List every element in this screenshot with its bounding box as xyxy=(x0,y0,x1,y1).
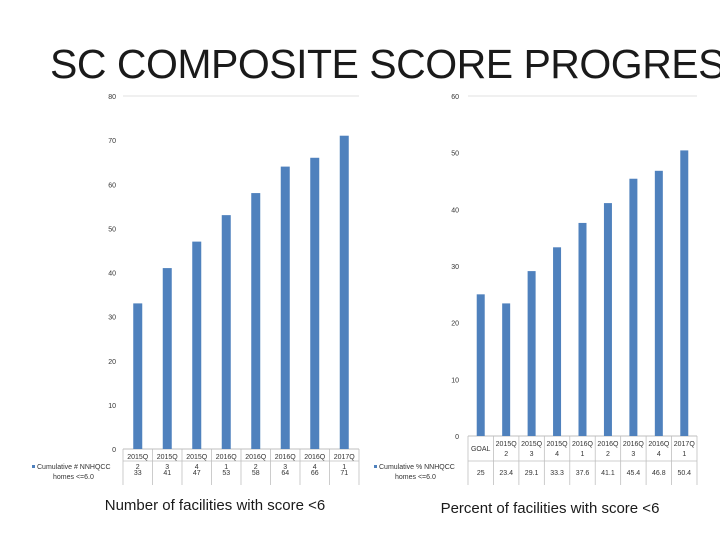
right-category-label-quarter: 1 xyxy=(682,451,686,458)
left-category-label-year: 2015Q xyxy=(186,454,208,461)
right-series-name-line2: homes <=6.0 xyxy=(395,474,436,481)
right-bar xyxy=(527,271,536,436)
right-category-label-quarter: 1 xyxy=(581,451,585,458)
right-y-tick-label: 0 xyxy=(455,434,459,441)
right-category-label-year: 2016Q xyxy=(623,441,645,448)
right-bar xyxy=(629,178,638,436)
right-category-label-quarter: 4 xyxy=(555,451,559,458)
left-category-label-quarter: 2 xyxy=(254,464,258,471)
right-category-label: GOAL xyxy=(471,446,491,453)
left-bar xyxy=(133,303,143,449)
right-data-table-value: 33.3 xyxy=(550,470,564,477)
left-bar xyxy=(339,135,349,449)
left-bar xyxy=(192,241,202,449)
left-y-tick-label: 80 xyxy=(108,94,116,101)
left-category-label-year: 2016Q xyxy=(275,454,297,461)
right-bar xyxy=(680,150,689,436)
left-category-label-quarter: 2 xyxy=(136,464,140,471)
left-category-label-quarter: 3 xyxy=(165,464,169,471)
left-bar xyxy=(221,215,231,449)
left-legend-key xyxy=(32,465,35,468)
right-bar xyxy=(502,303,511,436)
right-legend-key xyxy=(374,465,377,468)
right-category-label-quarter: 2 xyxy=(606,451,610,458)
right-data-table-value: 41.1 xyxy=(601,470,615,477)
right-category-label-quarter: 3 xyxy=(530,451,534,458)
left-category-label-year: 2015Q xyxy=(157,454,179,461)
left-y-tick-label: 50 xyxy=(108,226,116,233)
right-data-table-value: 45.4 xyxy=(627,470,641,477)
right-bar xyxy=(553,247,562,436)
left-data-table-value: 58 xyxy=(252,470,260,477)
slide-title: SC COMPOSITE SCORE PROGRESS xyxy=(50,41,720,87)
right-data-table-value: 25 xyxy=(477,470,485,477)
left-category-label-year: 2016Q xyxy=(245,454,267,461)
right-category-label-quarter: 2 xyxy=(504,451,508,458)
left-category-label-year: 2016Q xyxy=(216,454,238,461)
right-y-tick-label: 60 xyxy=(451,94,459,101)
left-data-table-value: 53 xyxy=(222,470,230,477)
left-data-table-value: 33 xyxy=(134,470,142,477)
right-data-table-value: 29.1 xyxy=(525,470,539,477)
right-series-name-line1: Cumulative % NNHQCC xyxy=(379,464,455,471)
left-series-name-line1: Cumulative # NNHQCC xyxy=(37,464,111,471)
right-chart-caption: Percent of facilities with score <6 xyxy=(440,500,660,517)
right-data-table-value: 37.6 xyxy=(576,470,590,477)
left-bar xyxy=(280,166,290,449)
left-chart-caption: Number of facilities with score <6 xyxy=(104,497,326,514)
left-category-label-quarter: 4 xyxy=(313,464,317,471)
right-y-tick-label: 50 xyxy=(451,151,459,158)
left-category-label-year: 2016Q xyxy=(304,454,326,461)
left-y-tick-label: 0 xyxy=(112,447,116,454)
left-y-tick-label: 70 xyxy=(108,138,116,145)
left-y-tick-label: 40 xyxy=(108,271,116,278)
left-y-tick-label: 30 xyxy=(108,315,116,322)
left-y-tick-label: 20 xyxy=(108,359,116,366)
left-category-label-quarter: 1 xyxy=(342,464,346,471)
left-category-label-quarter: 3 xyxy=(283,464,287,471)
right-category-label-year: 2015Q xyxy=(547,441,569,448)
right-y-tick-label: 20 xyxy=(451,321,459,328)
right-category-label-year: 2016Q xyxy=(572,441,594,448)
left-y-tick-label: 10 xyxy=(108,403,116,410)
left-category-label-year: 2017Q xyxy=(334,454,356,461)
right-bar xyxy=(654,170,663,437)
right-y-tick-label: 10 xyxy=(451,377,459,384)
left-data-table-value: 66 xyxy=(311,470,319,477)
right-category-label-year: 2016Q xyxy=(597,441,619,448)
left-bar xyxy=(162,268,172,449)
left-data-table-value: 41 xyxy=(163,470,171,477)
right-category-label-year: 2016Q xyxy=(648,441,670,448)
left-y-tick-label: 60 xyxy=(108,182,116,189)
right-y-tick-label: 30 xyxy=(451,264,459,271)
left-data-table-value: 71 xyxy=(340,470,348,477)
left-series-name-line2: homes <=6.0 xyxy=(53,474,94,481)
left-data-table-value: 47 xyxy=(193,470,201,477)
right-category-label-quarter: 3 xyxy=(631,451,635,458)
right-data-table-value: 46.8 xyxy=(652,470,666,477)
left-category-label-quarter: 4 xyxy=(195,464,199,471)
left-category-label-quarter: 1 xyxy=(224,464,228,471)
right-bar xyxy=(603,203,612,436)
right-category-label-quarter: 4 xyxy=(657,451,661,458)
left-data-table-value: 64 xyxy=(281,470,289,477)
right-y-tick-label: 40 xyxy=(451,207,459,214)
right-data-table-value: 23.4 xyxy=(499,470,513,477)
right-category-label-year: 2017Q xyxy=(674,441,696,448)
right-category-label-year: 2015Q xyxy=(496,441,518,448)
left-bar xyxy=(251,193,261,449)
right-category-label-year: 2015Q xyxy=(521,441,543,448)
right-bar xyxy=(476,294,485,436)
left-bar xyxy=(310,157,320,449)
right-data-table-value: 50.4 xyxy=(677,470,691,477)
left-category-label-year: 2015Q xyxy=(127,454,149,461)
right-bar xyxy=(578,222,587,436)
